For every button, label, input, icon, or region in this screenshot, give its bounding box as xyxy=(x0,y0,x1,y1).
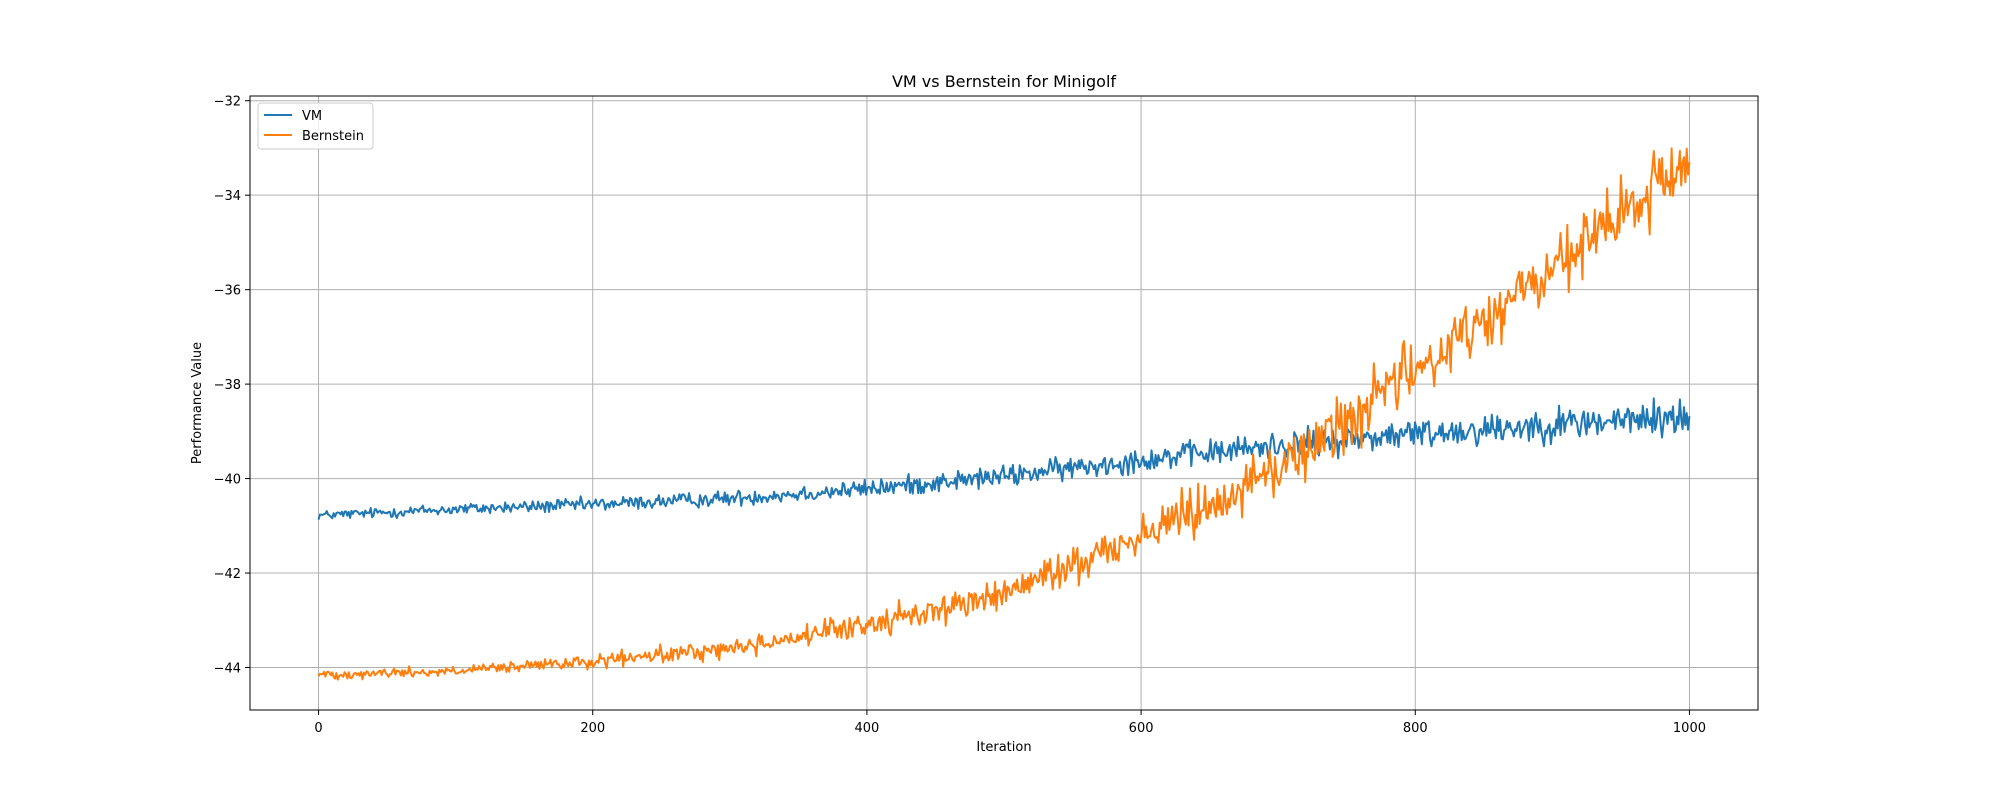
x-grid xyxy=(318,96,1690,710)
y-axis-label: Performance Value xyxy=(190,342,205,464)
x-tick-label: 400 xyxy=(854,721,879,736)
y-tick-label: −32 xyxy=(214,95,241,110)
x-tick-label: 0 xyxy=(314,721,322,736)
y-tick-label: −36 xyxy=(214,284,241,299)
x-tick-label: 200 xyxy=(580,721,605,736)
series-line-vm xyxy=(317,397,1691,520)
y-tick-label: −34 xyxy=(214,189,241,204)
x-tick-label: 1000 xyxy=(1673,721,1706,736)
y-axis: −44 −42 −40 −38 −36 −34 −32 xyxy=(214,95,250,676)
series-line-bernstein xyxy=(317,147,1691,681)
legend-label-vm: VM xyxy=(302,109,322,124)
y-tick-label: −44 xyxy=(214,661,241,676)
y-tick-label: −38 xyxy=(214,378,241,393)
legend: VM Bernstein xyxy=(257,102,374,150)
series-layer xyxy=(317,147,1691,681)
y-tick-label: −42 xyxy=(214,567,241,582)
plot-frame xyxy=(249,95,1759,711)
x-tick-label: 600 xyxy=(1129,721,1154,736)
x-axis: 0 200 400 600 800 1000 xyxy=(314,710,1706,736)
legend-label-bernstein: Bernstein xyxy=(302,129,364,144)
y-tick-label: −40 xyxy=(214,473,241,488)
x-axis-label: Iteration xyxy=(976,740,1031,755)
chart-title: VM vs Bernstein for Minigolf xyxy=(892,72,1116,91)
x-tick-label: 800 xyxy=(1403,721,1428,736)
